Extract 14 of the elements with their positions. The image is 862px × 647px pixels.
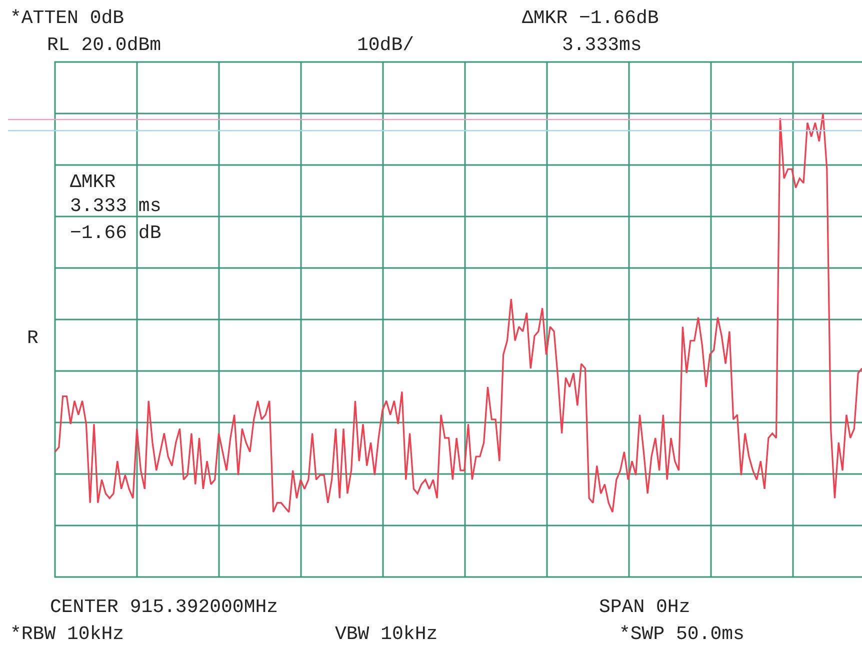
text: *RBW 10kHz <box>10 623 124 645</box>
text: 10dB/ <box>357 34 414 56</box>
text: SPAN 0Hz <box>599 596 690 618</box>
text: ΔMKR −1.66dB <box>522 7 659 29</box>
text: RL 20.0dBm <box>47 34 162 56</box>
text: *SWP 50.0ms <box>619 623 744 645</box>
text: R <box>27 327 38 349</box>
annotation: 3.333 ms <box>70 195 162 217</box>
annotation: −1.66 dB <box>70 222 162 244</box>
text: *ATTEN 0dB <box>10 7 124 29</box>
annotation: ΔMKR <box>70 171 116 193</box>
text: CENTER 915.392000MHz <box>50 596 278 618</box>
text: VBW 10kHz <box>335 623 438 645</box>
text: 3.333ms <box>562 34 642 56</box>
